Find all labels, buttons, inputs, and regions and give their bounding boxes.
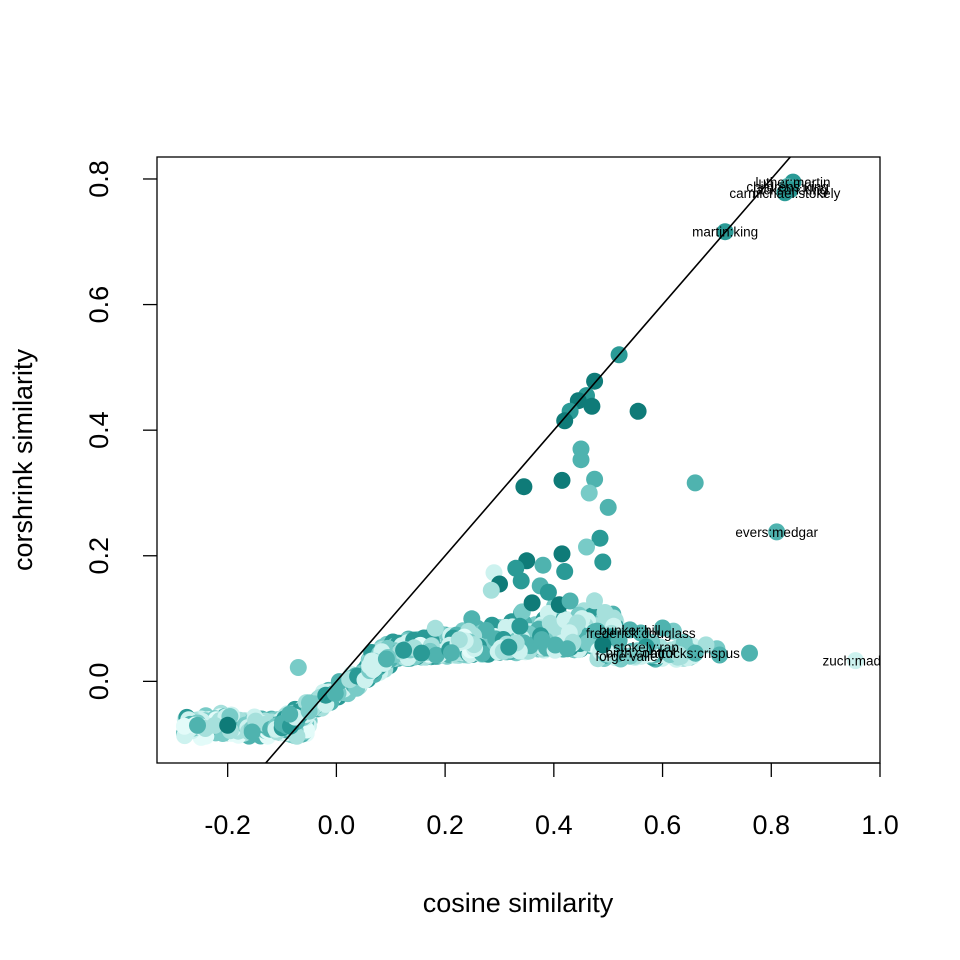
x-tick-label: 0.0 xyxy=(318,810,356,840)
data-point xyxy=(599,498,617,516)
labeled-data-point xyxy=(768,523,786,541)
data-point xyxy=(610,632,628,649)
data-point xyxy=(553,545,571,563)
data-point xyxy=(553,471,571,489)
data-points xyxy=(175,592,704,746)
data-point xyxy=(586,470,604,488)
data-point xyxy=(427,646,445,664)
data-point xyxy=(686,474,704,492)
data-point xyxy=(586,592,603,610)
data-point xyxy=(289,659,307,676)
data-point xyxy=(578,538,595,556)
point-labels: luther:martinchildrens:kingjackson:kingc… xyxy=(586,175,889,669)
point-label: attucks:crispus xyxy=(651,646,741,661)
labeled-data-point xyxy=(686,644,704,662)
x-tick-label: 1.0 xyxy=(861,810,899,840)
point-label: forge:valley xyxy=(595,649,664,664)
point-label: birth:control xyxy=(606,646,677,661)
data-point xyxy=(377,650,395,668)
data-point xyxy=(741,644,758,662)
data-point xyxy=(591,529,609,547)
data-point xyxy=(511,617,529,635)
labeled-data-point xyxy=(621,647,639,665)
data-point xyxy=(561,592,579,610)
data-point xyxy=(670,645,688,663)
point-label: bunker:hill xyxy=(599,623,661,638)
point-label: zuch:mada xyxy=(822,654,889,669)
x-tick-label: -0.2 xyxy=(204,810,251,840)
point-label: frederick:douglass xyxy=(586,626,696,641)
y-tick-label: 0.6 xyxy=(84,286,114,324)
x-axis-title: cosine similarity xyxy=(423,888,614,918)
data-point xyxy=(654,619,672,637)
data-point xyxy=(175,717,193,735)
data-point xyxy=(534,556,552,574)
data-point xyxy=(500,638,518,656)
y-axis: 0.0 0.2 0.4 0.6 0.8 xyxy=(84,160,157,700)
point-label: stokely:rap xyxy=(614,640,679,655)
data-point xyxy=(594,553,612,571)
data-point xyxy=(443,644,460,662)
point-label: jackson:king xyxy=(752,183,827,198)
x-axis: -0.2 0.0 0.2 0.4 0.6 0.8 1.0 xyxy=(204,762,899,840)
data-point xyxy=(243,723,261,741)
x-tick-label: 0.8 xyxy=(753,810,791,840)
labeled-data-point xyxy=(632,624,650,642)
y-tick-label: 0.4 xyxy=(84,411,114,449)
data-point xyxy=(482,581,500,599)
x-tick-label: 0.6 xyxy=(644,810,682,840)
data-point xyxy=(711,646,729,664)
point-label: childrens:king xyxy=(746,180,829,195)
labeled-data-point xyxy=(776,184,794,202)
y-axis-title: corshrink similarity xyxy=(8,348,38,571)
highlighted-points xyxy=(219,173,864,734)
data-point xyxy=(281,705,299,723)
data-point xyxy=(572,451,590,469)
x-tick-label: 0.2 xyxy=(426,810,464,840)
data-point xyxy=(583,397,601,415)
y-tick-label: 0.8 xyxy=(84,160,114,198)
data-point xyxy=(515,478,533,496)
plot-frame xyxy=(156,156,881,764)
data-point xyxy=(413,644,431,662)
point-label: martin:king xyxy=(692,225,758,240)
data-point xyxy=(556,412,574,430)
data-point xyxy=(558,640,576,658)
point-label: luther:martin xyxy=(755,175,830,190)
y-tick-label: 0.0 xyxy=(84,663,114,701)
data-point xyxy=(326,684,344,702)
labeled-data-point xyxy=(847,652,864,670)
data-point xyxy=(426,619,444,637)
point-label: evers:medgar xyxy=(735,525,818,540)
data-point xyxy=(189,716,206,734)
y-tick-label: 0.2 xyxy=(84,537,114,575)
data-point xyxy=(395,641,413,659)
data-point xyxy=(539,583,557,601)
data-point xyxy=(364,661,382,678)
data-point xyxy=(219,716,237,734)
data-point xyxy=(580,484,598,502)
data-point xyxy=(594,636,612,654)
point-label: carmichael:stokely xyxy=(729,186,840,201)
reference-line-y-equals-x xyxy=(265,157,792,763)
data-point xyxy=(523,594,541,612)
data-point xyxy=(512,572,530,590)
data-point xyxy=(450,631,468,649)
data-point xyxy=(556,563,574,580)
data-point xyxy=(206,716,224,734)
data-point xyxy=(588,622,606,640)
x-tick-label: 0.4 xyxy=(535,810,573,840)
data-point xyxy=(629,402,647,420)
